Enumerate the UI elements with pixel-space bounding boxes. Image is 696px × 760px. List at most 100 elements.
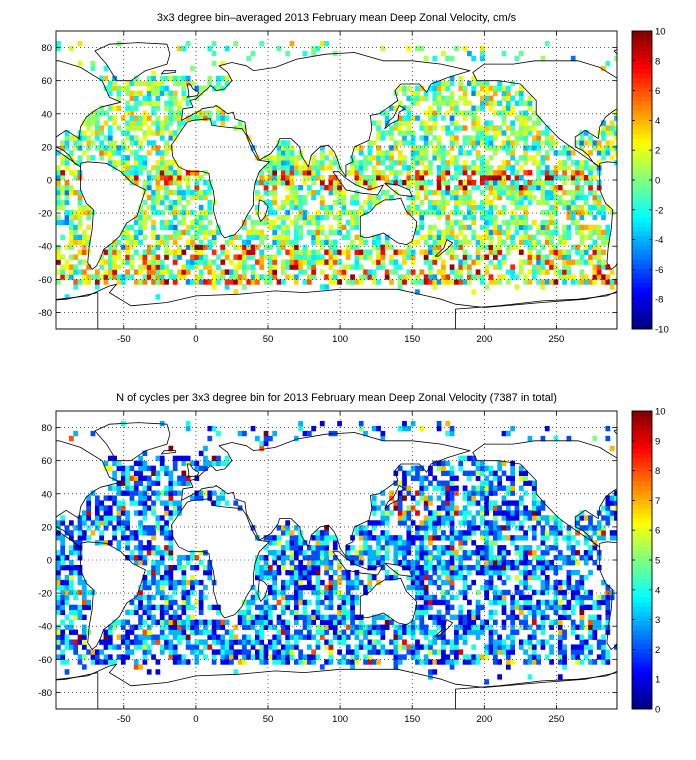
data-cell	[194, 564, 200, 571]
data-cell	[168, 579, 174, 586]
data-cell	[224, 115, 230, 121]
data-cell	[272, 155, 278, 161]
data-cell	[549, 279, 554, 285]
data-cell	[449, 614, 455, 620]
data-cell	[363, 550, 368, 556]
data-cell	[579, 175, 585, 181]
data-cell	[501, 120, 507, 126]
data-cell	[164, 170, 169, 176]
data-cell	[306, 555, 312, 561]
data-cell	[536, 130, 541, 136]
data-cell	[358, 525, 364, 531]
data-cell	[56, 604, 61, 611]
data-cell	[475, 254, 481, 260]
data-cell	[138, 80, 143, 87]
data-cell	[103, 525, 109, 531]
data-cell	[540, 219, 546, 226]
data-cell	[112, 619, 117, 625]
data-cell	[315, 569, 321, 576]
data-cell	[479, 239, 485, 245]
data-cell	[190, 629, 195, 635]
data-cell	[138, 500, 143, 506]
colorbar-segment	[632, 91, 652, 97]
data-cell	[285, 214, 291, 221]
data-cell	[462, 624, 468, 630]
data-cell	[527, 654, 533, 660]
data-cell	[311, 50, 316, 57]
data-cells	[56, 40, 617, 300]
data-cell	[549, 135, 554, 141]
data-cell	[540, 284, 546, 290]
data-cell	[540, 609, 546, 616]
data-cell	[172, 204, 178, 211]
data-cell	[536, 229, 541, 236]
data-cell	[259, 569, 265, 576]
data-cell	[60, 654, 66, 660]
data-cell	[497, 170, 503, 176]
data-cell	[211, 279, 217, 285]
data-cell	[146, 624, 152, 630]
data-cell	[518, 579, 524, 586]
data-cell	[319, 624, 325, 630]
data-cell	[540, 160, 546, 166]
data-cell	[268, 254, 273, 260]
colorbar-segment	[632, 263, 652, 269]
data-cell	[557, 604, 563, 611]
data-cell	[492, 540, 498, 546]
data-cell	[488, 520, 494, 526]
data-cell	[255, 569, 260, 576]
data-cell	[484, 649, 490, 655]
data-cell	[505, 589, 511, 596]
data-cell	[393, 170, 399, 176]
data-cell	[190, 550, 195, 556]
data-cell	[142, 545, 148, 551]
data-cell	[588, 209, 593, 216]
data-cell	[211, 239, 217, 245]
data-cell	[410, 629, 416, 635]
data-cell	[280, 659, 286, 665]
data-cell	[77, 175, 83, 181]
data-cell	[107, 155, 113, 161]
data-cell	[441, 125, 446, 131]
data-cell	[220, 644, 226, 650]
data-cell	[337, 180, 342, 186]
data-cell	[133, 644, 139, 650]
data-cell	[133, 560, 139, 566]
data-cell	[363, 175, 368, 181]
data-cell	[510, 80, 516, 87]
data-cell	[181, 654, 187, 660]
data-cell	[410, 564, 416, 571]
data-cell	[527, 584, 533, 591]
data-cell	[164, 115, 169, 121]
data-cell	[328, 644, 334, 650]
data-cell	[454, 170, 459, 176]
data-cell	[549, 229, 554, 236]
data-cell	[311, 564, 316, 571]
data-cell	[77, 224, 83, 231]
data-cell	[164, 604, 169, 611]
data-cell	[445, 219, 451, 226]
data-cell	[596, 644, 602, 650]
data-cell	[601, 264, 606, 270]
data-cell	[410, 175, 416, 181]
data-cell	[497, 224, 503, 231]
data-cell	[306, 165, 312, 171]
data-cell	[402, 160, 407, 166]
data-cell	[276, 629, 282, 635]
data-cell	[328, 204, 334, 211]
data-cell	[81, 624, 87, 630]
data-cell	[332, 555, 338, 561]
data-cell	[319, 204, 325, 211]
data-cell	[566, 274, 572, 280]
data-cell	[471, 500, 477, 506]
data-cell	[402, 90, 407, 96]
data-cell	[518, 604, 524, 611]
data-cell	[60, 274, 66, 280]
data-cell	[56, 40, 61, 47]
data-cell	[497, 229, 503, 236]
data-cell	[549, 545, 554, 551]
data-cell	[371, 550, 377, 556]
data-cell	[263, 175, 269, 181]
data-cell	[220, 639, 226, 645]
data-cell	[350, 199, 355, 206]
